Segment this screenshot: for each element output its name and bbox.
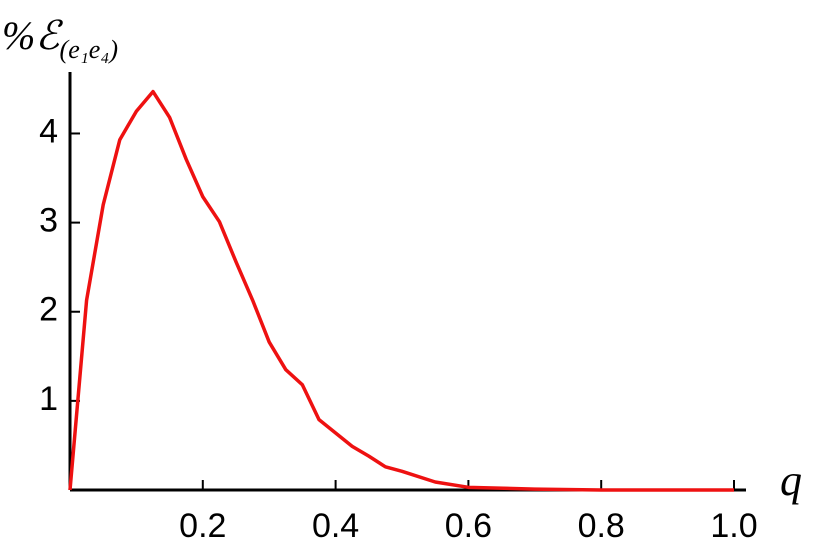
y-tick-label: 4: [39, 112, 58, 150]
x-tick-label: 0.2: [179, 507, 226, 545]
x-axis-label: q: [780, 456, 802, 505]
x-tick-label: 0.4: [312, 507, 359, 545]
y-tick-label: 2: [39, 291, 58, 329]
x-tick-label: 0.8: [578, 507, 625, 545]
y-tick-label: 1: [39, 380, 58, 418]
y-axis-label-main: %ℰ: [2, 13, 63, 58]
y-axis-label-subscript: (e₁e₄): [60, 35, 118, 64]
y-axis-label: %ℰ(e₁e₄): [2, 13, 118, 64]
y-tick-label: 3: [39, 202, 58, 240]
data-line: [68, 89, 734, 492]
x-tick-label: 1.0: [710, 507, 757, 545]
x-tick-label: 0.6: [445, 507, 492, 545]
